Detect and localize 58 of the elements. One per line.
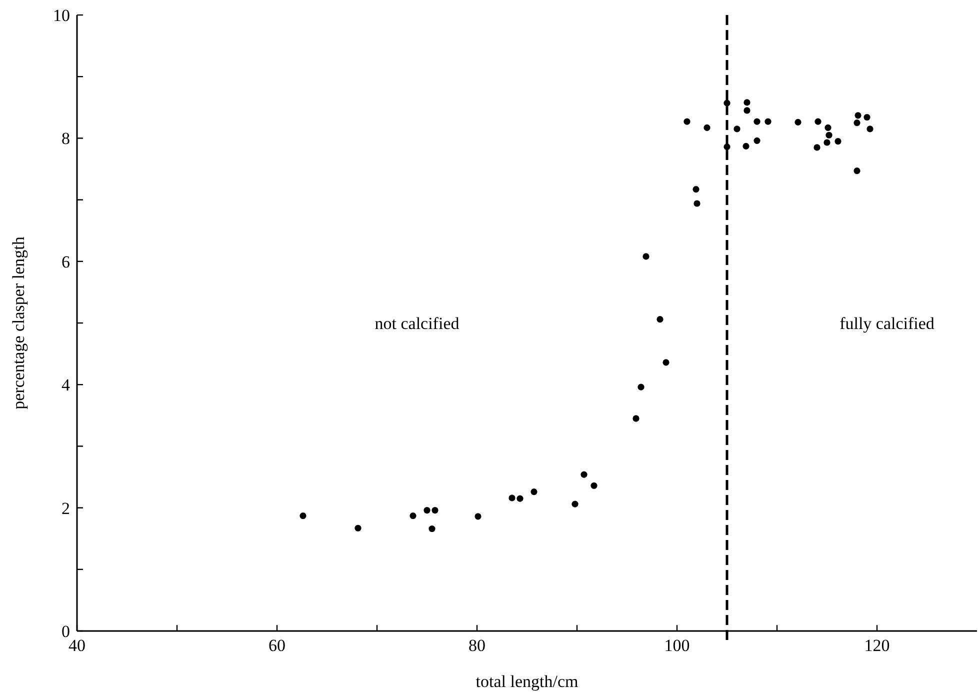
point	[656, 316, 664, 323]
x-tick-label: 40	[68, 636, 86, 655]
point	[508, 494, 516, 502]
point	[764, 118, 772, 125]
point	[824, 124, 832, 132]
annotation: fully calcified	[840, 314, 935, 333]
y-tick-label: 4	[62, 376, 70, 395]
point	[632, 415, 640, 422]
point	[580, 471, 588, 478]
point	[742, 142, 750, 150]
point	[474, 513, 482, 520]
point	[572, 500, 578, 508]
point	[354, 524, 362, 532]
y-tick-label: 2	[62, 498, 70, 518]
point	[864, 114, 870, 121]
x-tick-label: 120	[864, 636, 890, 655]
point	[704, 124, 710, 132]
x-axis-title: total length/cm	[476, 672, 578, 691]
point	[754, 118, 760, 125]
point	[410, 512, 416, 520]
point	[866, 126, 874, 132]
point	[530, 488, 538, 496]
x-tick-label: 100	[664, 636, 690, 655]
point	[814, 118, 822, 125]
point	[724, 144, 730, 150]
y-axis-title: percentage clasper length	[9, 236, 28, 410]
point	[734, 126, 740, 132]
point	[834, 138, 842, 145]
point	[684, 118, 690, 125]
point	[854, 168, 860, 174]
point	[428, 525, 436, 532]
x-tick-label: 80	[468, 636, 486, 655]
point	[662, 359, 670, 366]
point	[432, 506, 438, 514]
point	[794, 118, 802, 126]
point	[744, 99, 750, 106]
point	[694, 200, 700, 207]
point	[754, 137, 760, 144]
y-tick-label: 8	[62, 129, 70, 148]
y-tick-label: 6	[62, 252, 70, 272]
point	[300, 512, 306, 520]
point	[638, 384, 644, 390]
point	[424, 506, 430, 514]
y-tick-label: 0	[62, 622, 70, 641]
point	[692, 186, 700, 193]
point	[744, 107, 750, 114]
point	[516, 495, 524, 502]
point	[824, 139, 830, 146]
x-tick-label: 60	[268, 636, 286, 655]
point	[854, 120, 860, 126]
annotation: not calcified	[374, 314, 460, 333]
point	[826, 132, 832, 138]
point	[590, 482, 598, 489]
point	[724, 100, 730, 106]
point	[854, 112, 862, 119]
point	[642, 253, 650, 260]
point	[814, 144, 820, 151]
y-tick-label: 10	[53, 6, 70, 25]
